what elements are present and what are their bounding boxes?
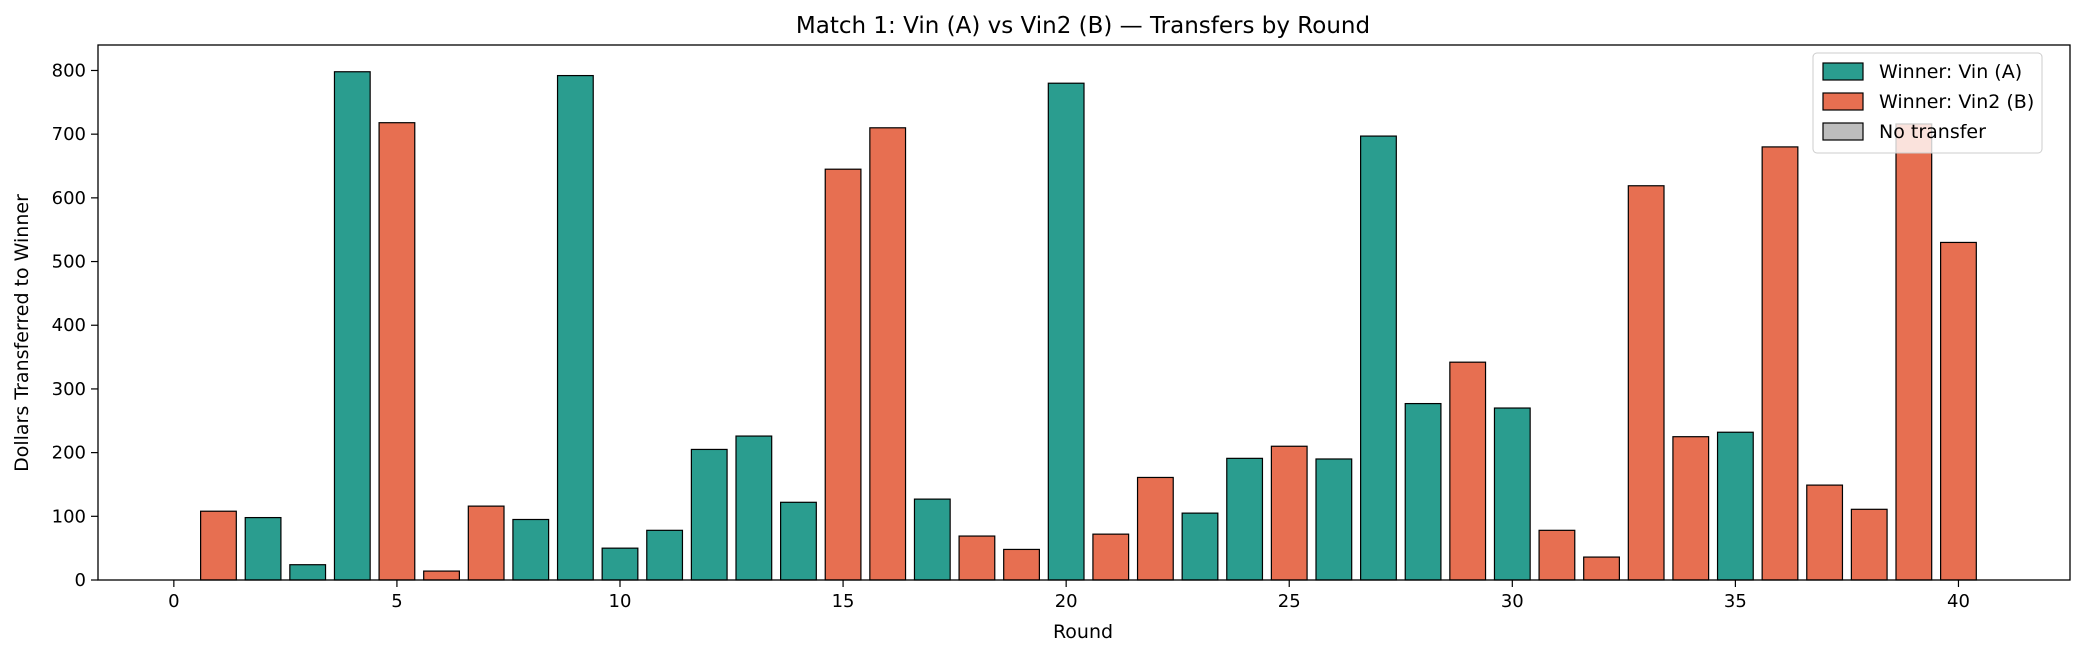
y-tick-label: 200 (52, 443, 86, 464)
bar-round-17 (913, 498, 951, 581)
x-tick-label: 5 (391, 591, 402, 612)
legend-label-b: Winner: Vin2 (B) (1879, 91, 2034, 113)
legend-swatch-none (1822, 122, 1864, 141)
x-tick-label: 30 (1501, 591, 1524, 612)
y-tick-label: 400 (52, 315, 86, 336)
bar-round-26 (1315, 458, 1353, 581)
chart-title: Match 1: Vin (A) vs Vin2 (B) — Transfers… (796, 13, 1370, 39)
y-axis-ticks: 0 100 200 300 400 500 600 700 800 (52, 60, 98, 591)
bar-round-38 (1850, 508, 1888, 581)
bar-round-33 (1627, 185, 1665, 581)
x-tick-label: 40 (1947, 591, 1970, 612)
bar-round-15 (824, 168, 862, 581)
bar-round-36 (1761, 146, 1799, 581)
y-tick-label: 100 (52, 506, 86, 527)
y-tick-label: 600 (52, 188, 86, 209)
bar-round-1 (200, 510, 237, 581)
bar-round-14 (780, 501, 817, 581)
bar-round-31 (1538, 529, 1576, 581)
bar-round-22 (1136, 476, 1174, 581)
bar-round-21 (1092, 533, 1130, 581)
y-tick-label: 300 (52, 379, 86, 400)
x-tick-label: 20 (1055, 591, 1078, 612)
bar-round-8 (512, 518, 550, 581)
bar-round-34 (1672, 436, 1710, 581)
bar-round-12 (690, 448, 728, 581)
y-tick-label: 500 (52, 252, 86, 273)
bar-round-28 (1404, 402, 1442, 581)
x-axis-ticks: 0 5 10 15 20 25 30 35 40 (168, 580, 1970, 612)
x-axis-label: Round (1053, 621, 1113, 643)
bar-round-4 (333, 71, 371, 581)
bar-round-25 (1270, 445, 1308, 581)
bar-round-20 (1047, 82, 1085, 581)
legend-label-none: No transfer (1879, 121, 1986, 143)
bar-round-32 (1583, 556, 1620, 581)
legend: Winner: Vin (A) Winner: Vin2 (B) No transf… (1812, 52, 2043, 154)
legend-label-a: Winner: Vin (A) (1879, 61, 2022, 83)
bars-group (200, 71, 1977, 581)
plot-area-frame (97, 44, 2071, 581)
bar-round-3 (289, 564, 327, 581)
y-axis-label: Dollars Transferred to Winner (11, 194, 33, 472)
legend-swatch-b (1822, 92, 1864, 111)
x-tick-label: 15 (832, 591, 855, 612)
x-tick-label: 0 (168, 591, 179, 612)
bar-round-2 (244, 516, 282, 581)
bar-round-18 (958, 535, 996, 581)
bar-round-27 (1360, 135, 1397, 581)
y-tick-label: 800 (52, 60, 86, 81)
bar-round-30 (1493, 407, 1531, 581)
legend-swatch-a (1822, 62, 1864, 81)
bar-round-5 (378, 122, 416, 581)
bar-round-6 (423, 570, 460, 581)
bar-round-9 (556, 74, 594, 581)
legend-items: Winner: Vin (A) Winner: Vin2 (B) No transf… (1822, 61, 2034, 143)
bar-round-35 (1716, 431, 1754, 581)
bar-round-10 (601, 547, 639, 581)
x-tick-label: 10 (609, 591, 632, 612)
bar-round-29 (1449, 361, 1487, 581)
bar-round-23 (1181, 512, 1219, 581)
legend-frame (1812, 52, 2043, 154)
bar-round-24 (1226, 457, 1264, 581)
bar-round-16 (869, 127, 907, 581)
bar-round-37 (1806, 484, 1844, 581)
bar-round-39 (1895, 123, 1933, 581)
y-tick-label: 700 (52, 124, 86, 145)
bar-round-13 (735, 435, 773, 581)
bar-round-11 (646, 529, 684, 581)
y-tick-label: 0 (75, 570, 86, 591)
x-tick-label: 25 (1278, 591, 1301, 612)
x-tick-label: 35 (1724, 591, 1747, 612)
bar-round-40 (1940, 241, 1977, 581)
bar-round-7 (467, 505, 505, 581)
bar-round-19 (1003, 548, 1040, 581)
